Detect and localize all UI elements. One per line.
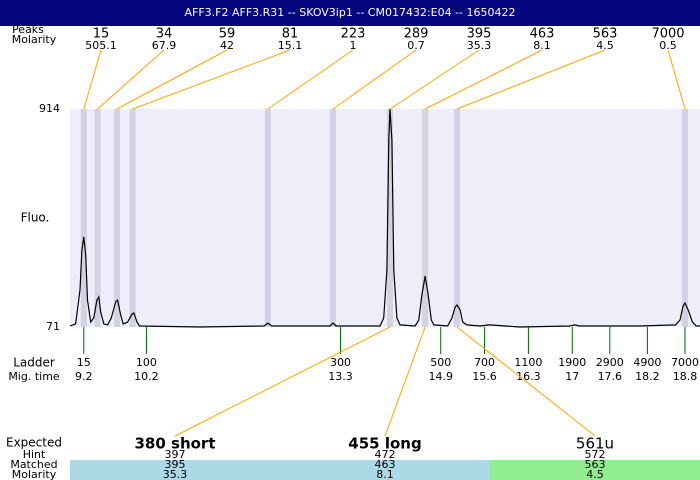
peak-connector: [83, 49, 102, 110]
matched-label: Matched: [10, 458, 57, 471]
peak-band: [330, 109, 337, 327]
hint-label: Hint: [23, 448, 46, 461]
ladder-time: 10.2: [134, 370, 159, 383]
peak-size: 59: [219, 27, 236, 42]
ladder-size: 4900: [633, 356, 661, 369]
y-tick-label: 914: [39, 102, 60, 115]
peak-molarity: 35.3: [467, 39, 492, 52]
molarity-value: 8.1: [376, 468, 394, 480]
expected-band: [70, 460, 280, 480]
peak-molarity: 1: [350, 39, 357, 52]
peak-size: 34: [156, 27, 173, 42]
hint-value: 397: [165, 448, 186, 461]
peak-connector: [332, 49, 417, 110]
title-bar: [0, 0, 700, 26]
peak-size: 7000: [651, 27, 684, 42]
expected-connector: [174, 326, 391, 437]
ladder-time: 15.6: [472, 370, 497, 383]
molarity-value: 35.3: [163, 468, 188, 480]
ladder-size: 1100: [514, 356, 542, 369]
peak-size: 563: [593, 27, 618, 42]
matched-value: 395: [165, 458, 186, 471]
peak-connector: [267, 49, 354, 110]
peak-size: 223: [341, 27, 366, 42]
hint-value: 472: [375, 448, 396, 461]
expected-name: 561u: [576, 435, 614, 453]
exp-molarity-label: Molarity: [12, 468, 57, 480]
expected-label: Expected: [6, 436, 62, 450]
hint-value: 572: [585, 448, 606, 461]
ladder-time: 16.3: [516, 370, 541, 383]
expected-band: [280, 460, 490, 480]
peak-size: 81: [282, 27, 299, 42]
peak-molarity: 4.5: [596, 39, 614, 52]
peak-molarity: 0.7: [407, 39, 425, 52]
ladder-size: 1900: [558, 356, 586, 369]
expected-name: 380 short: [134, 435, 215, 453]
peak-band: [681, 109, 688, 327]
expected-band: [490, 460, 700, 480]
peak-connector: [424, 49, 543, 110]
peak-band: [129, 109, 136, 327]
molarity-value: 4.5: [586, 468, 604, 480]
ladder-size: 2900: [596, 356, 624, 369]
peaks-label: Peaks: [12, 23, 44, 36]
peak-molarity: 0.5: [659, 39, 677, 52]
peak-band: [264, 109, 271, 327]
peak-molarity: 15.1: [278, 39, 303, 52]
peak-band: [422, 109, 429, 327]
molarity-label: Molarity: [12, 33, 57, 46]
peak-molarity: 8.1: [533, 39, 551, 52]
peak-connector: [132, 49, 291, 110]
peak-connector: [116, 49, 228, 110]
trace-line: [69, 108, 700, 328]
ladder-size: 15: [77, 356, 91, 369]
peak-band: [113, 109, 120, 327]
ladder-size: 7000: [671, 356, 699, 369]
ladder-time: 18.8: [673, 370, 698, 383]
y-label: Fluo.: [21, 211, 50, 225]
peak-molarity: 67.9: [152, 39, 177, 52]
peak-connector: [667, 49, 686, 110]
peak-size: 395: [467, 27, 492, 42]
peak-connector: [456, 49, 606, 110]
ladder-time: 14.9: [428, 370, 453, 383]
expected-connector: [384, 326, 426, 437]
peak-band: [80, 109, 87, 327]
peak-band: [454, 109, 461, 327]
mig-time-label: Mig. time: [8, 370, 60, 383]
peak-band: [387, 109, 394, 327]
peak-connector: [389, 49, 480, 110]
peak-size: 15: [93, 27, 110, 42]
ladder-time: 17: [565, 370, 579, 383]
ladder-size: 500: [430, 356, 451, 369]
ladder-time: 13.3: [328, 370, 353, 383]
peak-connector: [97, 49, 165, 110]
ladder-time: 17.6: [598, 370, 623, 383]
ladder-label: Ladder: [13, 356, 55, 370]
ladder-time: 18.2: [635, 370, 660, 383]
ladder-size: 300: [330, 356, 351, 369]
y-tick-label: 71: [46, 320, 60, 333]
ladder-size: 700: [474, 356, 495, 369]
expected-name: 455 long: [348, 435, 421, 453]
expected-connector: [456, 326, 596, 437]
matched-value: 463: [375, 458, 396, 471]
peak-molarity: 42: [220, 39, 234, 52]
title: AFF3.F2 AFF3.R31 -- SKOV3ip1 -- CM017432…: [184, 6, 515, 19]
peak-size: 289: [404, 27, 429, 42]
ladder-size: 100: [136, 356, 157, 369]
ladder-time: 9.2: [75, 370, 93, 383]
peak-band: [94, 109, 101, 327]
peak-size: 463: [530, 27, 555, 42]
peak-molarity: 505.1: [85, 39, 117, 52]
matched-value: 563: [585, 458, 606, 471]
